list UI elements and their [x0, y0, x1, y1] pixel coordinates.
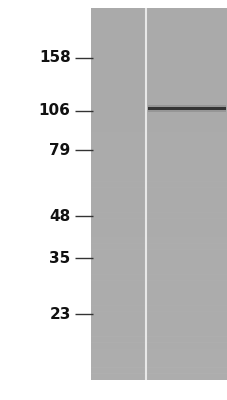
Bar	[91, 94, 227, 101]
Bar	[91, 200, 227, 206]
Bar	[91, 70, 227, 76]
Bar	[91, 126, 227, 132]
Bar	[91, 206, 227, 213]
Bar	[91, 138, 227, 144]
Bar	[91, 286, 227, 293]
Bar	[91, 262, 227, 268]
Bar	[91, 175, 227, 182]
Bar	[91, 348, 227, 355]
Bar	[91, 169, 227, 175]
Bar	[148, 105, 225, 112]
Bar	[91, 113, 227, 120]
Bar	[91, 280, 227, 287]
Bar	[91, 243, 227, 250]
Bar	[91, 8, 227, 14]
Bar	[91, 305, 227, 312]
Bar	[91, 237, 227, 244]
Bar	[91, 231, 227, 237]
Bar	[91, 26, 227, 33]
Bar	[91, 336, 227, 343]
Bar	[91, 218, 227, 225]
Bar	[91, 330, 227, 336]
Bar	[91, 318, 227, 324]
Bar	[91, 119, 227, 126]
Bar	[91, 163, 227, 169]
Bar	[91, 225, 227, 231]
Text: 48: 48	[49, 209, 70, 224]
Bar	[91, 32, 227, 39]
Bar	[91, 107, 227, 114]
Bar	[91, 194, 227, 200]
Bar	[91, 132, 227, 138]
Text: 106: 106	[39, 104, 70, 118]
Bar	[91, 150, 227, 157]
Bar	[91, 39, 227, 45]
Bar	[91, 374, 227, 380]
Bar	[91, 82, 227, 89]
Bar	[91, 299, 227, 306]
Bar	[91, 187, 227, 194]
Bar	[91, 45, 227, 52]
Bar	[91, 268, 227, 274]
Bar	[91, 76, 227, 82]
Bar	[91, 51, 227, 58]
Bar	[91, 342, 227, 349]
Bar	[148, 106, 225, 110]
Bar	[91, 212, 227, 219]
Bar	[91, 324, 227, 330]
Bar	[91, 8, 227, 380]
Bar	[91, 156, 227, 163]
Bar	[91, 311, 227, 318]
Bar	[91, 367, 227, 374]
Bar	[91, 88, 227, 95]
Text: 158: 158	[39, 50, 70, 66]
Text: 79: 79	[49, 142, 70, 158]
Text: 23: 23	[49, 306, 70, 322]
Bar	[91, 256, 227, 262]
Bar	[91, 250, 227, 256]
Bar	[148, 107, 225, 110]
Bar	[91, 144, 227, 150]
Bar	[91, 355, 227, 362]
Bar	[91, 181, 227, 188]
Bar	[91, 20, 227, 26]
Bar	[91, 293, 227, 299]
Bar	[91, 274, 227, 281]
Bar	[91, 57, 227, 64]
Bar	[91, 64, 227, 70]
Bar	[91, 14, 227, 20]
Text: 35: 35	[49, 251, 70, 266]
Bar	[91, 361, 227, 368]
Bar	[91, 101, 227, 107]
